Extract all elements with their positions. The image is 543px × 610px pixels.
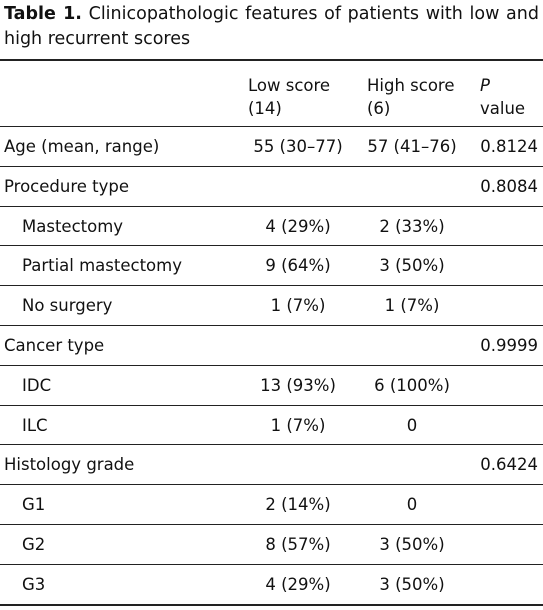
cell-p: 0.9999 (480, 335, 538, 355)
rule (0, 524, 543, 525)
header-low-n: (14) (248, 99, 282, 118)
rule (0, 564, 543, 565)
cell-p: 0.6424 (480, 455, 538, 475)
caption-label: Table 1. (4, 4, 82, 24)
row-label: Partial mastectomy (22, 256, 182, 276)
rule (0, 206, 543, 207)
cell-p: 0.8084 (480, 176, 538, 196)
cell-high: 0 (406, 495, 418, 515)
cell-high: 3 (50%) (379, 534, 445, 554)
rule (0, 484, 543, 485)
cell-high: 57 (41–76) (367, 136, 457, 156)
row-label: Age (mean, range) (4, 136, 160, 156)
row-label: Histology grade (4, 455, 135, 475)
cell-high: 2 (33%) (379, 216, 445, 236)
cell-low: 1 (7%) (270, 296, 326, 316)
cell-low: 2 (14%) (265, 495, 331, 515)
row-label: G2 (22, 534, 46, 554)
cell-low: 13 (93%) (260, 375, 336, 395)
header-low: Low score (248, 76, 331, 95)
cell-high: 3 (50%) (379, 574, 445, 594)
rule (0, 325, 543, 326)
caption: Table 1. Clinicopathologic features of p… (4, 2, 539, 52)
rule (0, 166, 543, 167)
cell-high: 3 (50%) (379, 256, 445, 276)
cell-low: 4 (29%) (265, 216, 331, 236)
cell-high: 6 (100%) (374, 375, 450, 395)
cell-high: 1 (7%) (384, 296, 440, 316)
header-high: High score (367, 76, 455, 95)
rule (0, 604, 543, 606)
row-label: Mastectomy (22, 216, 124, 236)
rule (0, 245, 543, 246)
rule (0, 126, 543, 127)
header-p: P (480, 76, 490, 95)
cell-low: 8 (57%) (265, 534, 331, 554)
row-label: Cancer type (4, 335, 105, 355)
row-label: G1 (22, 495, 46, 515)
row-label: ILC (22, 415, 48, 435)
rule (0, 365, 543, 366)
cell-low: 1 (7%) (270, 415, 326, 435)
row-label: G3 (22, 574, 46, 594)
cell-high: 0 (406, 415, 418, 435)
header-p-value: value (480, 99, 526, 118)
header-high-n: (6) (367, 99, 391, 118)
cell-p: 0.8124 (480, 136, 538, 156)
rule (0, 59, 543, 61)
row-label: IDC (22, 375, 52, 395)
cell-low: 4 (29%) (265, 574, 331, 594)
cell-low: 55 (30–77) (253, 136, 343, 156)
row-label: No surgery (22, 296, 113, 316)
row-label: Procedure type (4, 176, 130, 196)
cell-low: 9 (64%) (265, 256, 331, 276)
rule (0, 444, 543, 445)
rule (0, 285, 543, 286)
caption-text: Clinicopathologic features of patients w… (4, 4, 539, 49)
rule (0, 405, 543, 406)
